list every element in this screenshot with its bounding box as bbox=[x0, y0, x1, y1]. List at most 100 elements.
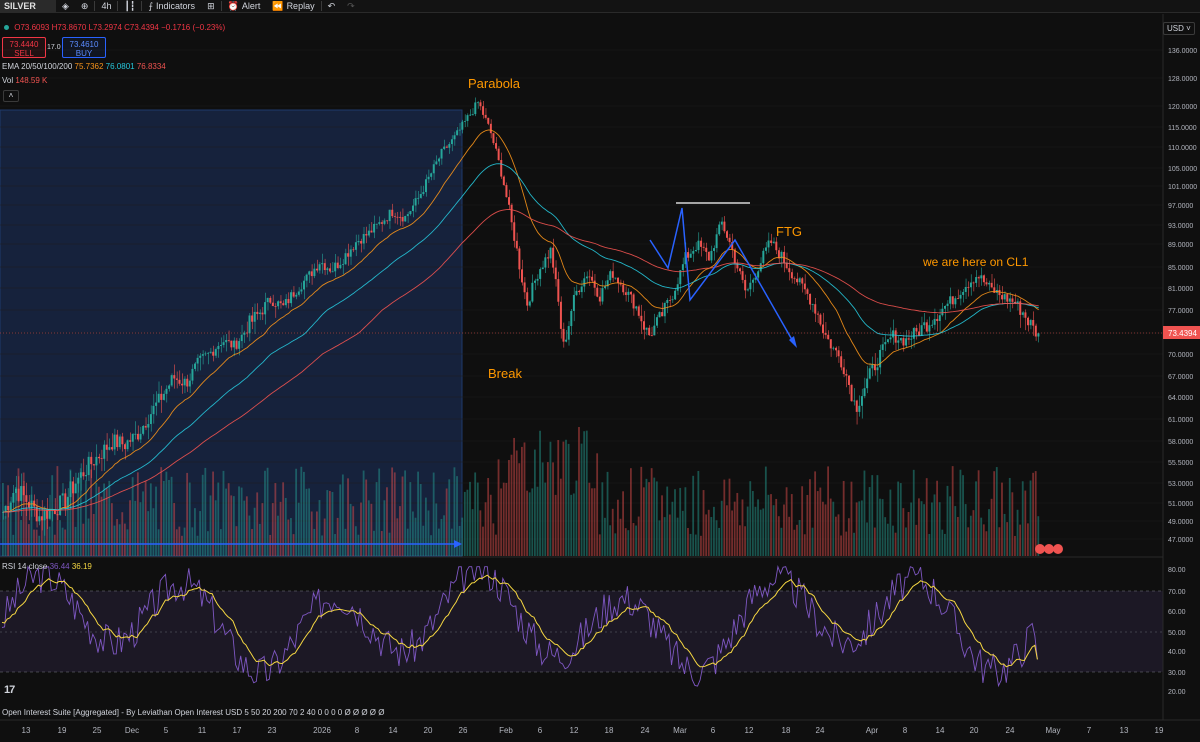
rsi-legend[interactable]: RSI 14 close 36.44 36.19 bbox=[2, 562, 92, 571]
compare-icon[interactable]: ◈ bbox=[62, 0, 69, 11]
volume-bar bbox=[627, 530, 630, 556]
candle-body bbox=[964, 286, 967, 292]
candle-body bbox=[873, 364, 876, 371]
volume-bar bbox=[443, 515, 445, 556]
candle-body bbox=[453, 135, 456, 140]
chart-type-icon[interactable]: ┃┇ bbox=[124, 0, 136, 11]
volume-bar bbox=[310, 511, 313, 556]
volume-bar bbox=[567, 443, 570, 556]
volume-bar bbox=[1003, 513, 1006, 556]
volume-bar bbox=[606, 471, 609, 556]
alert-button[interactable]: ⏰ Alert bbox=[222, 0, 267, 13]
volume-bar bbox=[406, 528, 409, 556]
layout-icon[interactable]: ⊞ bbox=[207, 0, 215, 11]
price-tick-label: 136.0000 bbox=[1168, 48, 1197, 55]
candle-body bbox=[951, 296, 954, 305]
time-tick-label: 14 bbox=[389, 726, 398, 735]
volume-bar bbox=[266, 467, 269, 556]
buy-button[interactable]: 73.4610 BUY bbox=[62, 37, 106, 58]
time-tick-label: 17 bbox=[233, 726, 242, 735]
candle-body bbox=[450, 139, 453, 145]
candle-body bbox=[562, 328, 565, 342]
candle-body bbox=[432, 164, 435, 174]
indicators-button[interactable]: ⨍ Indicators bbox=[142, 0, 201, 13]
candle-body bbox=[575, 290, 578, 295]
volume-bar bbox=[772, 505, 775, 556]
candle-body bbox=[287, 299, 290, 304]
candle-body bbox=[764, 247, 767, 251]
volume-bar bbox=[762, 508, 765, 556]
volume-bar bbox=[780, 527, 783, 556]
event-marker bbox=[1053, 544, 1063, 554]
volume-bar bbox=[287, 519, 290, 556]
candle-body bbox=[1019, 301, 1022, 315]
interval-button[interactable]: 4h bbox=[101, 0, 112, 11]
symbol-search[interactable]: SILVER bbox=[0, 0, 56, 13]
candle-body bbox=[842, 367, 845, 375]
candle-body bbox=[855, 400, 858, 412]
volume-bar bbox=[290, 518, 292, 556]
volume-bar bbox=[375, 482, 378, 556]
candle-body bbox=[593, 280, 596, 288]
add-symbol-icon[interactable]: ⊕ bbox=[80, 0, 89, 11]
volume-bar bbox=[95, 482, 98, 556]
volume-bar bbox=[933, 494, 936, 556]
volume-bar bbox=[655, 481, 658, 556]
volume-bar bbox=[253, 507, 256, 556]
candle-body bbox=[253, 311, 256, 322]
candle-body bbox=[658, 312, 661, 318]
volume-bar bbox=[222, 470, 225, 556]
candle-body bbox=[894, 330, 897, 343]
time-tick-label: 5 bbox=[164, 726, 169, 735]
volume-bar bbox=[326, 490, 329, 556]
candle-body bbox=[463, 120, 466, 122]
sell-button[interactable]: 73.4440 SELL bbox=[2, 37, 46, 58]
volume-bar bbox=[232, 496, 235, 556]
collapse-legend-button[interactable]: ˄ bbox=[3, 90, 19, 102]
replay-button[interactable]: ⏪ Replay bbox=[266, 0, 320, 13]
volume-bar bbox=[1034, 471, 1037, 556]
candle-body bbox=[144, 425, 147, 428]
toolbar-divider bbox=[117, 1, 119, 11]
currency-select[interactable]: USD ˅ bbox=[1163, 22, 1195, 35]
volume-bar bbox=[995, 467, 998, 556]
volume-bar bbox=[269, 534, 272, 556]
volume-bar bbox=[720, 500, 723, 556]
volume-bar bbox=[793, 529, 796, 556]
volume-bar bbox=[803, 534, 806, 556]
undo-icon[interactable]: ↶ bbox=[327, 0, 336, 11]
volume-bar bbox=[264, 470, 266, 556]
volume-bar bbox=[243, 500, 246, 556]
candle-body bbox=[803, 283, 806, 290]
volume-bar bbox=[238, 486, 240, 556]
volume-legend[interactable]: Vol 148.59 K bbox=[2, 76, 47, 85]
volume-bar bbox=[723, 479, 726, 556]
candle-body bbox=[126, 440, 129, 450]
volume-bar bbox=[492, 523, 495, 556]
price-axis[interactable] bbox=[1163, 14, 1200, 720]
volume-bar bbox=[824, 504, 827, 556]
volume-bar bbox=[292, 534, 295, 556]
candle-body bbox=[868, 368, 871, 379]
open-interest-legend[interactable]: Open Interest Suite [Aggregated] - By Le… bbox=[2, 708, 385, 717]
candle-body bbox=[653, 325, 656, 336]
candle-body bbox=[1003, 294, 1006, 300]
volume-bar bbox=[82, 523, 85, 556]
time-axis-ticks[interactable]: 13 19 25 Dec 5 11 17 23 2026 8 14 20 26 Feb 6 12 18 24 Mar… bbox=[22, 726, 1164, 735]
candle-body bbox=[391, 209, 394, 217]
volume-bar bbox=[624, 528, 627, 556]
candle-body bbox=[780, 251, 783, 259]
candle-body bbox=[827, 334, 830, 340]
candle-body bbox=[427, 176, 430, 180]
redo-icon[interactable]: ↷ bbox=[347, 0, 355, 11]
ema-legend[interactable]: EMA 20/50/100/200 75.7362 76.0801 76.833… bbox=[2, 62, 166, 71]
volume-bar bbox=[440, 518, 443, 556]
candle-body bbox=[915, 328, 918, 332]
candle-body bbox=[640, 315, 643, 322]
volume-bar bbox=[653, 477, 656, 556]
candle-body bbox=[544, 257, 547, 268]
price-chart[interactable]: Parabola Break FTG we are here on CL1 13… bbox=[0, 14, 1200, 742]
tradingview-logo[interactable]: 17 bbox=[4, 684, 15, 696]
volume-bar bbox=[700, 535, 702, 556]
volume-bar bbox=[357, 534, 360, 556]
